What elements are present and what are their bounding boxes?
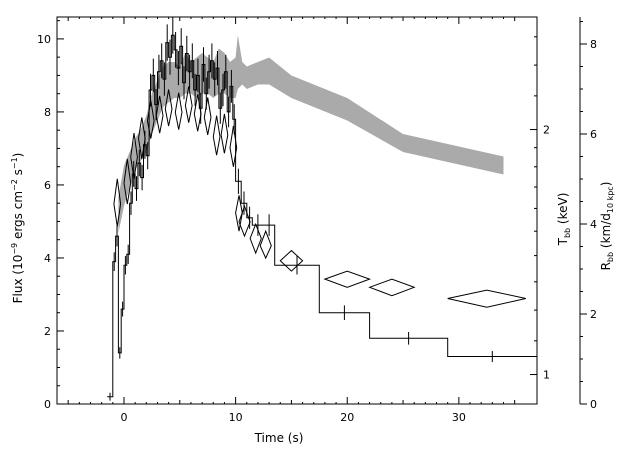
flux-tick-label: 10 xyxy=(37,33,51,46)
temperature-diamond xyxy=(137,117,146,160)
temperature-diamond xyxy=(123,158,132,205)
x-tick-label: 20 xyxy=(340,411,354,424)
temperature-diamond xyxy=(155,95,164,134)
temperature-diamond xyxy=(113,178,122,227)
flux-tick-label: 4 xyxy=(44,252,51,265)
radius-axis-title: Rbb (km/d10 kpc) xyxy=(599,182,615,271)
temperature-axis-title: Tbb (keV) xyxy=(556,193,572,247)
radius-tick-label: 4 xyxy=(590,218,597,231)
flux-tick-label: 2 xyxy=(44,325,51,338)
temperature-diamond xyxy=(368,278,416,297)
radius-tick-label: 2 xyxy=(590,308,597,321)
radius-band-layer xyxy=(118,35,504,233)
temperature-diamond xyxy=(279,249,304,272)
temperature-diamond xyxy=(164,89,173,127)
flux-tick-label: 6 xyxy=(44,179,51,192)
temperature-diamond xyxy=(203,97,212,135)
temperature-tick-label: 1 xyxy=(543,369,550,382)
temperature-diamond-layer xyxy=(113,86,526,308)
plot-frame xyxy=(56,16,538,405)
radius-band xyxy=(118,35,504,233)
temperature-diamond xyxy=(193,94,202,132)
x-tick-label: 0 xyxy=(120,411,127,424)
flux-axis-title: Flux (10−9 ergs cm−2 s−1) xyxy=(10,153,25,304)
flux-tick-label: 8 xyxy=(44,106,51,119)
temperature-diamond xyxy=(447,289,526,308)
temperature-diamond xyxy=(184,86,193,123)
radius-tick-label: 6 xyxy=(590,128,597,141)
flux-tick-label: 0 xyxy=(44,398,51,411)
temperature-diamond xyxy=(130,133,138,179)
temperature-tick-label: 2 xyxy=(543,124,550,137)
x-tick-label: 10 xyxy=(229,411,243,424)
temperature-diamond xyxy=(220,113,229,154)
radius-tick-label: 0 xyxy=(590,398,597,411)
temperature-diamond xyxy=(238,204,251,238)
temperature-diamond xyxy=(174,92,183,130)
x-tick-label: 30 xyxy=(452,411,466,424)
x-axis-title: Time (s) xyxy=(254,431,304,445)
temperature-diamond xyxy=(249,222,262,255)
flux-histogram-layer xyxy=(107,16,537,401)
temperature-diamond xyxy=(229,125,238,167)
temperature-diamond xyxy=(212,115,221,156)
radius-tick-label: 8 xyxy=(590,38,597,51)
temperature-diamond xyxy=(146,100,155,139)
temperature-diamond xyxy=(323,270,372,288)
temperature-diamond xyxy=(259,229,272,260)
